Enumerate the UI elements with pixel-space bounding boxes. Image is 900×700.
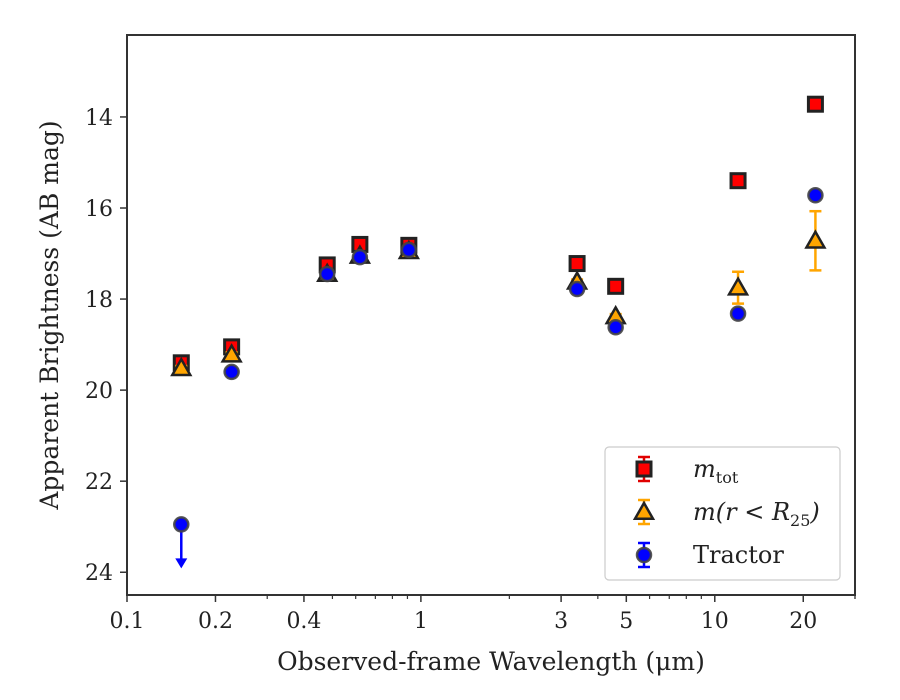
legend-entry: m(r < R25) — [632, 498, 820, 530]
data-point — [607, 277, 625, 295]
x-axis-label: Observed-frame Wavelength (μm) — [277, 647, 705, 676]
data-point — [173, 516, 190, 533]
data-point — [729, 172, 747, 190]
x-tick-label: 0.4 — [286, 609, 321, 634]
y-tick-label: 24 — [85, 561, 113, 586]
data-marks — [170, 95, 827, 569]
data-point — [729, 305, 747, 322]
x-tick-label: 1 — [414, 609, 428, 634]
legend-label: mtot — [693, 455, 739, 487]
y-axis-ticks: 14 16 18 20 22 24 — [85, 106, 127, 586]
legend-label: Tractor — [693, 541, 784, 569]
data-point — [607, 319, 624, 336]
legend-box — [604, 446, 841, 581]
x-tick-label: 0.2 — [198, 609, 233, 634]
y-tick-label: 20 — [85, 379, 113, 404]
data-point — [568, 280, 586, 298]
legend-marker — [635, 460, 653, 478]
data-point — [400, 241, 418, 259]
x-axis-ticks: 0.1 0.2 0.4 1 3 5 10 20 — [110, 595, 856, 634]
data-point — [223, 363, 240, 381]
legend-label: m(r < R25) — [693, 498, 820, 530]
data-point — [318, 265, 336, 283]
data-point — [726, 276, 750, 296]
x-tick-label: 20 — [789, 609, 817, 634]
legend-marker — [635, 546, 653, 564]
y-tick-label: 16 — [85, 197, 113, 222]
plot-frame — [126, 34, 856, 596]
legend-entry: mtot — [635, 455, 739, 487]
x-tick-label: 3 — [554, 609, 568, 634]
legend-entry: Tractor — [635, 541, 784, 569]
data-point — [170, 356, 193, 377]
data-point — [806, 95, 824, 113]
x-tick-label: 0.1 — [110, 609, 145, 634]
data-point — [351, 248, 369, 266]
y-tick-label: 14 — [85, 106, 113, 131]
series-2 — [173, 187, 824, 569]
y-tick-label: 18 — [85, 288, 113, 313]
data-point — [220, 343, 243, 363]
upper-limit-arrowhead — [175, 558, 188, 569]
x-tick-label: 5 — [619, 609, 633, 634]
y-axis-label: Apparent Brightness (AB mag) — [35, 120, 64, 510]
data-point — [807, 187, 824, 204]
legend: mtot m(r < R25) Tractor — [604, 446, 841, 581]
data-point — [568, 255, 586, 273]
x-tick-label: 10 — [701, 609, 729, 634]
data-point — [804, 229, 827, 249]
y-tick-label: 22 — [85, 470, 113, 495]
legend-marker — [632, 500, 656, 520]
